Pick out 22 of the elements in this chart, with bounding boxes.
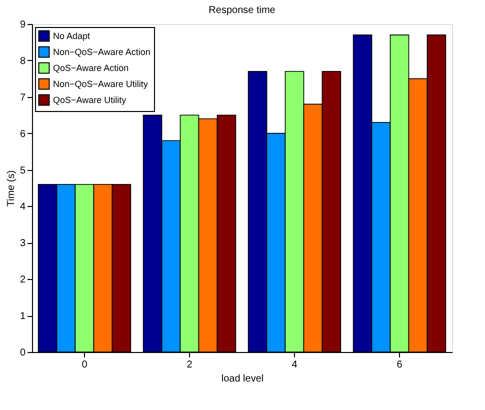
- y-tick-label: 3: [20, 238, 26, 250]
- legend-label: QoS−Aware Action: [53, 63, 129, 73]
- y-axis-title: Time (s): [6, 170, 17, 207]
- x-tick-label: 4: [292, 360, 298, 370]
- legend-label: QoS−Aware Utility: [53, 95, 127, 105]
- y-tick-label: 7: [20, 92, 26, 104]
- y-tick-label: 0: [20, 348, 26, 358]
- legend-label: Non−QoS−Aware Utility: [53, 79, 148, 89]
- x-axis-title: load level: [221, 374, 264, 384]
- chart-title: Response time: [208, 5, 276, 16]
- x-tick-label: 2: [186, 360, 193, 370]
- y-tick-label: 1: [20, 311, 26, 322]
- y-tick-label: 4: [20, 202, 26, 213]
- y-tick-label: 2: [20, 274, 26, 286]
- y-tick-label: 5: [20, 165, 26, 176]
- y-tick-label: 6: [20, 128, 26, 140]
- y-tick-label: 9: [20, 20, 26, 30]
- legend-label: No Adapt: [53, 31, 91, 41]
- x-tick-label: 6: [396, 360, 403, 370]
- x-tick-label: 0: [82, 360, 88, 370]
- legend-label: Non−QoS−Aware Action: [53, 47, 150, 57]
- y-tick-label: 8: [20, 56, 26, 67]
